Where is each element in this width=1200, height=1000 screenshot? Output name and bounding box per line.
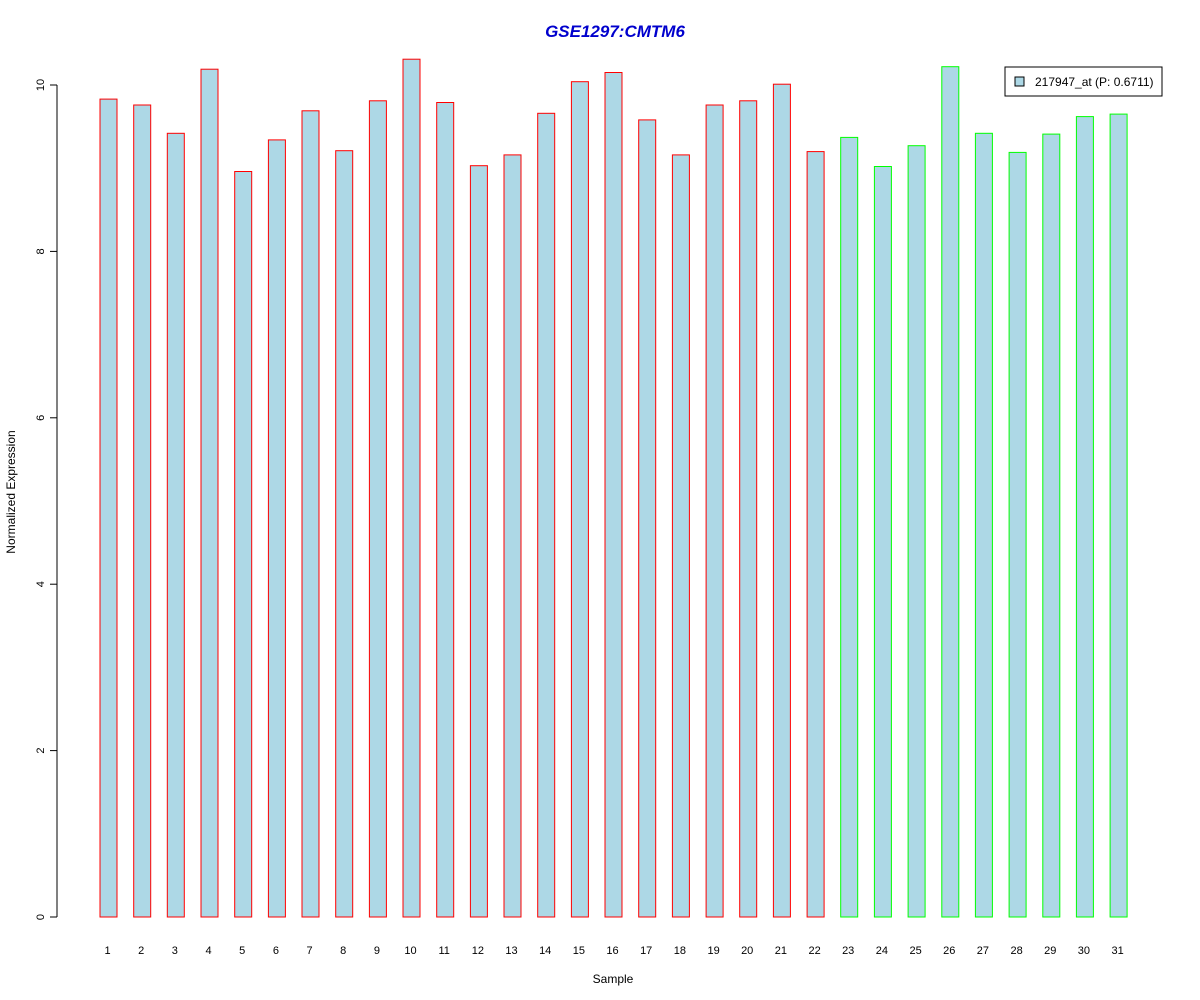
bar-sample-17 [638,119,657,918]
x-tick-label: 18 [674,945,686,957]
x-tick-label: 21 [775,945,787,957]
bar-sample-21 [772,83,791,918]
x-tick-label: 2 [138,945,144,957]
y-tick-label: 6 [35,415,47,421]
bar-sample-18 [671,154,690,918]
y-axis-label: Normalized Expression [4,430,18,553]
bar-sample-28 [1008,151,1027,918]
x-tick-label: 12 [472,945,484,957]
x-tick-label: 8 [340,945,346,957]
bar-sample-19 [705,104,724,918]
bar-sample-12 [469,165,488,918]
x-tick-label: 27 [977,945,989,957]
legend-label: 217947_at (P: 0.6711) [1035,75,1154,89]
bar-sample-29 [1042,133,1061,918]
x-tick-label: 17 [640,945,652,957]
x-tick-label: 30 [1078,945,1090,957]
y-tick-label: 8 [35,248,47,254]
bar-sample-16 [604,72,623,918]
x-tick-label: 1 [104,945,110,957]
x-tick-label: 16 [606,945,618,957]
x-tick-label: 14 [539,945,551,957]
bar-sample-11 [436,102,455,918]
bar-sample-9 [368,100,387,918]
x-tick-label: 20 [741,945,753,957]
x-tick-label: 23 [842,945,854,957]
x-tick-label: 5 [239,945,245,957]
x-tick-label: 26 [943,945,955,957]
x-tick-label: 10 [404,945,416,957]
bar-sample-15 [570,81,589,918]
bar-sample-26 [941,66,960,918]
y-axis: 0 2 4 6 8 10 [35,79,58,920]
y-tick-label: 2 [35,748,47,754]
bar-sample-25 [907,145,926,918]
x-tick-label: 11 [438,945,449,957]
x-tick-label: 19 [707,945,719,957]
x-tick-label: 25 [909,945,921,957]
bar-sample-10 [402,58,421,918]
x-tick-label: 7 [306,945,312,957]
x-tick-label: 31 [1111,945,1123,957]
bar-sample-31 [1109,113,1128,918]
x-tick-label: 6 [273,945,279,957]
x-tick-label: 13 [505,945,517,957]
bar-sample-6 [267,139,286,918]
x-tick-labels: 1 2 3 4 5 6 7 8 9 10 11 12 13 14 15 16 17 18 19 20 21 22 23 24 2… [104,945,1123,957]
x-tick-label: 15 [573,945,585,957]
y-tick-label: 0 [35,914,47,920]
bar-sample-2 [133,104,152,918]
bar-sample-13 [503,154,522,918]
x-axis-label: Sample [593,972,634,986]
bar-sample-27 [974,132,993,918]
bars [99,58,1128,918]
bar-sample-3 [166,132,185,918]
legend-swatch [1014,76,1025,87]
y-tick-label: 10 [35,79,47,91]
bar-sample-20 [739,100,758,918]
legend: 217947_at (P: 0.6711) [1004,66,1163,97]
x-tick-label: 29 [1044,945,1056,957]
bar-sample-8 [335,150,354,918]
bar-sample-24 [873,166,892,918]
x-tick-label: 24 [876,945,888,957]
bar-sample-23 [840,136,859,918]
x-tick-label: 9 [374,945,380,957]
x-tick-label: 4 [205,945,211,957]
chart-title: GSE1297:CMTM6 [545,22,685,41]
x-tick-label: 3 [172,945,178,957]
bar-sample-30 [1075,116,1094,918]
legend-box [1004,66,1163,97]
x-tick-label: 28 [1010,945,1022,957]
bar-sample-1 [99,98,118,918]
bar-sample-5 [234,171,253,918]
bar-sample-4 [200,68,219,918]
x-tick-label: 22 [808,945,820,957]
bar-sample-7 [301,110,320,918]
y-tick-label: 4 [35,581,47,587]
bar-sample-22 [806,151,825,918]
bar-sample-14 [537,112,556,918]
